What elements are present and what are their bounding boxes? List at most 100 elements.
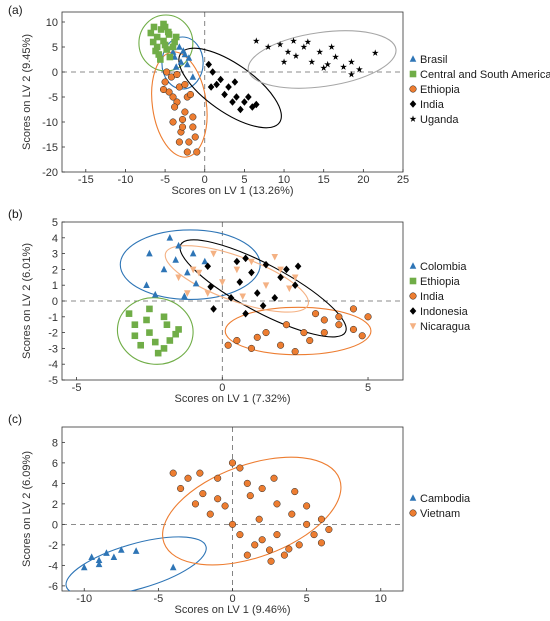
legend-marker-cambodia — [409, 494, 417, 501]
data-point-india — [237, 105, 244, 114]
data-point-colombia — [184, 268, 191, 276]
data-point-uganda — [355, 65, 363, 73]
data-point-brasil — [176, 43, 183, 50]
data-point-nicaragua — [239, 293, 247, 301]
data-point-india — [217, 75, 224, 84]
data-point-vietnam — [177, 484, 185, 493]
data-point-ethiopia — [193, 148, 201, 156]
y-tick-label: 6 — [52, 458, 58, 470]
data-point-india — [249, 103, 256, 111]
data-point-central-and-south-america — [155, 51, 163, 58]
data-point-ethiopia — [131, 321, 139, 328]
data-point-cambodia — [110, 553, 118, 560]
data-point-central-and-south-america — [153, 43, 161, 51]
data-point-india — [213, 80, 220, 89]
data-point-nicaragua — [204, 290, 212, 297]
legend-marker-brasil — [409, 55, 417, 62]
legend-label-colombia: Colombia — [420, 261, 467, 273]
data-point-india — [224, 341, 232, 349]
data-point-india — [225, 83, 232, 91]
data-point-indonesia — [283, 265, 290, 274]
panel-label: (c) — [8, 412, 22, 426]
plot-area — [138, 14, 397, 158]
data-point-india — [312, 310, 320, 318]
legend-marker-india — [409, 292, 417, 300]
y-tick-label: 0 — [52, 67, 58, 79]
data-point-central-and-south-america — [171, 38, 178, 46]
data-point-vietnam — [243, 551, 251, 559]
data-point-ethiopia — [163, 68, 171, 76]
data-point-vietnam — [288, 510, 296, 518]
data-point-ethiopia — [171, 103, 179, 111]
data-point-brasil — [169, 48, 177, 55]
data-point-cambodia — [200, 592, 207, 599]
data-point-vietnam — [317, 539, 326, 547]
data-point-cambodia — [80, 563, 88, 571]
data-point-colombia — [160, 265, 168, 273]
data-point-nicaragua — [210, 250, 217, 258]
y-axis-label: Scores on LV 2 (6.09%) — [21, 451, 33, 567]
data-point-nicaragua — [175, 274, 182, 282]
data-point-vietnam — [291, 488, 299, 496]
data-point-brasil — [183, 60, 191, 68]
data-point-uganda — [252, 37, 260, 44]
data-point-ethiopia — [175, 326, 182, 333]
legend-label-india: India — [420, 291, 445, 303]
confidence-ellipse-indonesia — [179, 239, 347, 338]
data-point-india — [262, 329, 270, 337]
data-point-cambodia — [88, 553, 95, 560]
data-point-central-and-south-america — [161, 41, 169, 49]
data-point-indonesia — [210, 305, 217, 313]
data-point-indonesia — [262, 260, 270, 269]
legend-label-central-and-south-america: Central and South America — [420, 69, 550, 81]
data-point-india — [306, 336, 314, 345]
y-tick-label: 8 — [52, 437, 58, 449]
data-point-indonesia — [236, 278, 244, 286]
data-point-vietnam — [191, 500, 199, 508]
x-tick-label: 0 — [219, 382, 225, 394]
confidence-ellipse-nicaragua — [164, 245, 310, 313]
data-point-vietnam — [310, 531, 318, 539]
data-point-uganda — [304, 38, 312, 45]
legend-label-cambodia: Cambodia — [420, 493, 471, 505]
data-point-cambodia — [169, 563, 177, 571]
data-point-central-and-south-america — [152, 47, 159, 55]
data-point-colombia — [181, 292, 188, 300]
data-point-central-and-south-america — [166, 53, 174, 61]
data-point-india — [205, 60, 213, 69]
data-point-vietnam — [243, 479, 251, 487]
y-tick-label: -5 — [48, 92, 58, 104]
data-point-colombia — [172, 256, 179, 263]
data-point-indonesia — [259, 301, 267, 310]
data-point-vietnam — [184, 474, 192, 482]
y-tick-label: 5 — [52, 217, 58, 229]
data-point-vietnam — [255, 515, 263, 523]
data-point-nicaragua — [291, 274, 299, 282]
data-point-india — [277, 341, 285, 349]
data-point-india — [245, 93, 252, 101]
data-point-ethiopia — [169, 93, 177, 101]
y-tick-label: -4 — [48, 560, 58, 572]
data-point-vietnam — [236, 464, 244, 472]
data-point-india — [349, 325, 358, 333]
data-point-nicaragua — [262, 282, 270, 289]
y-tick-label: -20 — [42, 167, 58, 179]
data-point-colombia — [166, 234, 174, 241]
data-point-ethiopia — [178, 123, 187, 131]
data-point-uganda — [300, 43, 308, 50]
data-point-uganda — [316, 48, 324, 55]
data-point-vietnam — [280, 551, 288, 559]
y-tick-label: -15 — [42, 142, 58, 154]
data-point-indonesia — [277, 273, 284, 282]
y-axis-label: Scores on LV 2 (6.01%) — [21, 243, 33, 359]
data-point-cambodia — [95, 560, 103, 568]
y-tick-label: -1 — [48, 312, 58, 324]
data-point-nicaragua — [195, 269, 203, 277]
data-point-indonesia — [207, 282, 214, 291]
data-point-india — [291, 348, 299, 356]
data-point-brasil — [185, 54, 193, 61]
data-point-india — [247, 344, 255, 352]
plot-frame — [61, 11, 404, 173]
y-tick-label: 2 — [52, 264, 58, 276]
